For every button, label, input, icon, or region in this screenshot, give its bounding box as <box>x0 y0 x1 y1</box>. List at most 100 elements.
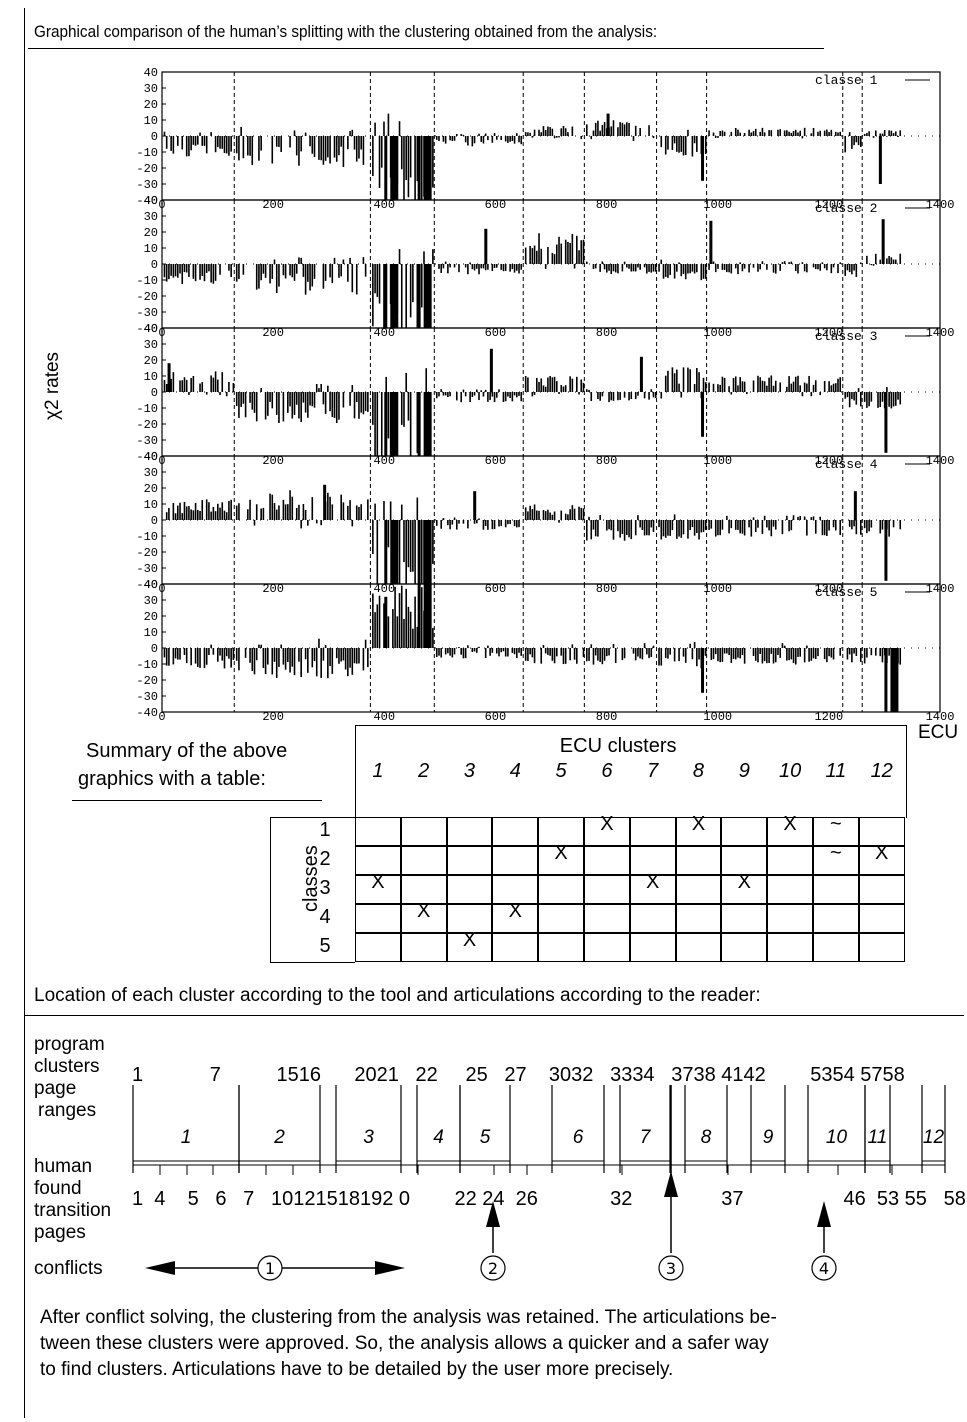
chart-bar <box>471 392 474 398</box>
chart-bar <box>632 136 635 141</box>
cluster-range-label: 1 <box>181 1127 192 1148</box>
chart-bar <box>502 264 505 272</box>
chart-bar <box>251 648 254 672</box>
chart-bar <box>752 517 755 520</box>
chart-bar <box>547 377 549 392</box>
chart-bar <box>540 378 543 392</box>
chart-bar <box>482 264 485 269</box>
chart-bar <box>298 136 300 166</box>
chart-bar <box>592 648 595 665</box>
chart-bar <box>881 648 884 663</box>
chart-bar <box>717 264 719 269</box>
chart-bar <box>262 264 265 274</box>
chart-bar <box>331 504 334 520</box>
chart-bar <box>779 648 781 658</box>
chart-bar <box>179 648 181 660</box>
chart-bar <box>848 520 851 527</box>
chart-bar <box>168 507 170 520</box>
chart-bar <box>249 392 251 403</box>
chart-bar <box>275 392 278 415</box>
chart-bar <box>788 262 790 264</box>
table-cell <box>492 933 539 962</box>
chart-bar <box>529 648 531 655</box>
chart-bar <box>473 392 476 396</box>
chart-bar <box>214 371 217 392</box>
table-cell <box>721 933 768 962</box>
cell-mark: X <box>417 900 431 922</box>
chart-bar <box>529 505 531 520</box>
chart-bar <box>349 392 351 406</box>
chart-bar <box>444 261 447 264</box>
chart-bar <box>374 503 376 520</box>
chart-spike-block <box>890 648 899 712</box>
chart-bar <box>684 264 687 280</box>
chart-bar <box>571 505 574 520</box>
chart-bar <box>689 643 691 648</box>
chart-bar <box>199 510 201 520</box>
chart-bar <box>509 520 511 524</box>
table-cell <box>767 817 813 846</box>
chart-bar <box>473 648 476 652</box>
table-cell <box>355 817 401 846</box>
chart-bar <box>342 136 345 167</box>
chart-bar <box>493 264 496 268</box>
x-tick-label: 400 <box>373 710 395 724</box>
chart-bar <box>710 648 713 660</box>
chart-bar <box>267 648 269 665</box>
chart-bar <box>573 264 576 269</box>
table-cell <box>400 875 447 904</box>
chart-bar <box>698 520 700 540</box>
chart-bar <box>228 500 230 520</box>
chart-bar <box>181 513 184 520</box>
chart-bar <box>714 520 717 537</box>
chart-bar <box>335 648 338 659</box>
cell-mark: X <box>462 929 477 951</box>
chart-bar <box>830 385 833 392</box>
x-tick-label: 200 <box>262 198 284 212</box>
chart-bar <box>664 648 667 659</box>
chart-bar <box>300 392 302 422</box>
chart-bar <box>737 129 739 136</box>
chart-bar <box>185 648 188 664</box>
chart-bar <box>597 120 599 136</box>
chart-bar <box>637 648 639 657</box>
chart-bar <box>866 255 868 264</box>
chart-bar <box>693 136 696 144</box>
chart-bar <box>717 136 719 138</box>
chart-bar <box>495 392 498 398</box>
chart-bar <box>770 648 773 654</box>
chart-bar <box>652 645 655 648</box>
chart-bar <box>228 381 230 392</box>
chart-bar <box>435 648 438 658</box>
chart-bar <box>197 509 199 520</box>
chart-bar <box>748 520 750 528</box>
chart-bar <box>230 648 232 668</box>
chart-bar <box>669 520 671 536</box>
chart-bar <box>409 264 412 318</box>
chart-bar <box>462 648 465 659</box>
chart-bar <box>347 648 349 677</box>
chart-bar <box>801 136 804 139</box>
chart-bar <box>235 505 238 520</box>
table-cell <box>767 933 813 962</box>
chart-bar <box>214 264 217 281</box>
x-tick-label: 1000 <box>703 326 732 340</box>
chart-bar <box>623 261 626 264</box>
summary-caption-line1: Summary of the above <box>86 740 288 762</box>
chart-bar <box>374 122 376 136</box>
chart-bar <box>877 392 879 408</box>
chart-bar <box>409 392 412 456</box>
chart-bar <box>353 648 356 664</box>
chart-bar <box>495 136 498 140</box>
x-tick-label: 200 <box>262 326 284 340</box>
chart-bar <box>558 236 560 264</box>
chart-spike <box>884 648 888 712</box>
chart-bar <box>342 392 345 408</box>
chart-bar <box>307 648 309 673</box>
chart-bar <box>801 392 804 397</box>
chart-bar <box>199 648 201 668</box>
chart-bar <box>278 505 280 520</box>
chart-bar <box>271 648 274 675</box>
chart-bar <box>814 648 817 659</box>
